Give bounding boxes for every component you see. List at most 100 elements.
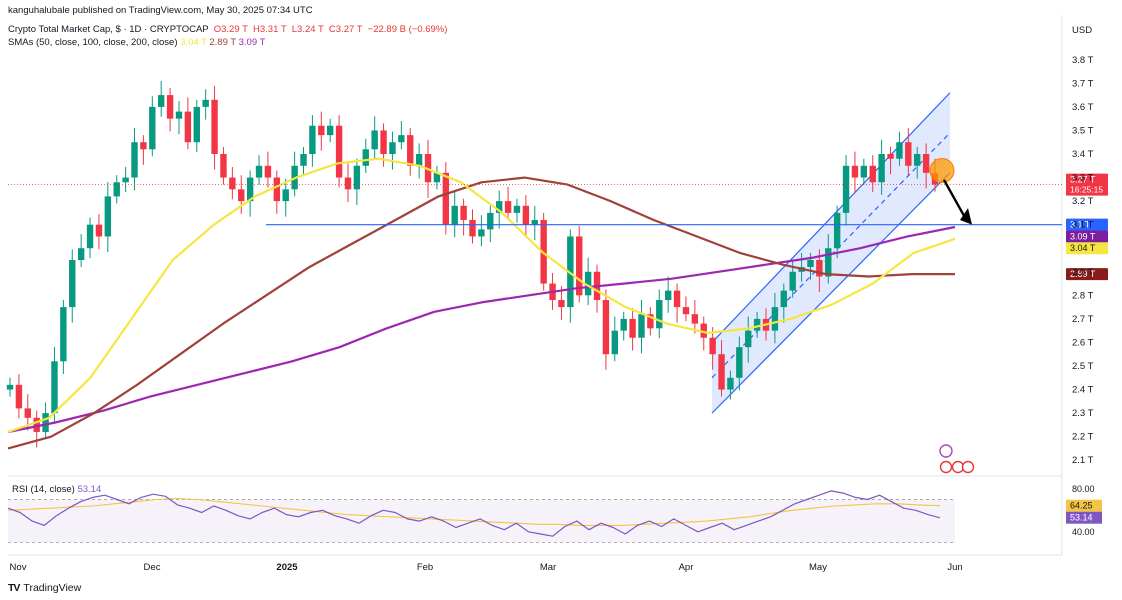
candle-body [851, 165, 859, 178]
y-tick-label: 2.1 T [1072, 455, 1094, 466]
rsi-ma-tag-bg [1066, 499, 1102, 512]
candle-body [175, 111, 183, 119]
sma100-price-label: 2.89 T [1070, 269, 1096, 279]
rsi-line [7, 490, 941, 537]
candle-body [753, 318, 761, 331]
candle-body [273, 177, 281, 202]
candle-body [558, 300, 565, 308]
candle-body [6, 384, 14, 390]
down-arrow-shaft [942, 179, 967, 219]
candle-body [353, 165, 361, 190]
candle-body [487, 212, 494, 230]
channel-lower-line [711, 172, 951, 414]
candle-body [42, 413, 49, 432]
candle-body [95, 224, 103, 237]
candle-body [860, 165, 868, 178]
candle-body [495, 201, 503, 213]
candle-body [451, 205, 458, 225]
candle-body [77, 248, 85, 260]
candle-body [140, 142, 147, 150]
support-price-label-bg [1066, 218, 1108, 231]
candle-body [166, 95, 174, 119]
y-tick-label: 2.4 T [1072, 385, 1094, 396]
candle-body [255, 165, 263, 178]
rsi-value-legend: 53.14 [77, 484, 102, 495]
candle-body [184, 111, 192, 143]
candle-body [709, 337, 716, 355]
sma100-legend-value: 2.89 T [209, 37, 236, 48]
us-event-flag-icon[interactable] [961, 460, 975, 474]
candle-body [629, 318, 636, 338]
sma50-price-label: 3.04 T [1070, 243, 1096, 253]
candle-body [380, 130, 387, 154]
candle-body [398, 135, 405, 143]
candle-body [24, 408, 31, 418]
publisher-line: kanguhalubale published on TradingView.c… [8, 5, 313, 16]
candle-body [469, 219, 476, 237]
y-tick-label: 3.8 T [1072, 55, 1094, 66]
sma200-price-label-bg [1066, 230, 1108, 243]
candle-body [264, 165, 272, 178]
ohlc-values: O3.29 T H3.31 T L3.24 T C3.27 T −22.89 B… [213, 24, 448, 35]
candle-body [825, 248, 832, 277]
y-tick-label: 3.5 T [1072, 125, 1094, 136]
candle-body [211, 99, 218, 154]
candle-body [407, 135, 414, 166]
x-tick-label: Feb [417, 562, 433, 573]
candle-body [869, 165, 876, 183]
candle-body [504, 201, 512, 213]
candle-body [371, 130, 378, 150]
y-tick-label: 2.9 T [1072, 267, 1094, 278]
candle-body [700, 323, 707, 338]
candle-body [113, 182, 120, 197]
flash-event-icon[interactable] [939, 444, 953, 458]
sma-legend[interactable]: SMAs (50, close, 100, close, 200, close)… [8, 37, 265, 49]
candle-body [638, 314, 645, 338]
candle-body [584, 271, 592, 296]
tradingview-logo-icon: TV [8, 582, 20, 594]
candle-body [86, 224, 94, 249]
candle-body [33, 417, 40, 432]
candle-body [780, 290, 787, 308]
rsi-tick-80: 80.00 [1072, 484, 1095, 494]
candle-body [647, 314, 654, 329]
channel-mid-line [711, 132, 951, 379]
symbol-legend[interactable]: Crypto Total Market Cap, $ · 1D · CRYPTO… [8, 24, 447, 36]
us-event-flag-icon[interactable] [939, 460, 953, 474]
y-tick-label: 3.2 T [1072, 196, 1094, 207]
candle-body [842, 165, 850, 213]
rsi-tick-40: 40.00 [1072, 527, 1095, 537]
candle-body [104, 196, 112, 237]
candle-body [611, 330, 619, 355]
candle-body [335, 125, 343, 178]
tradingview-brand[interactable]: TV TradingView [8, 582, 81, 594]
candle-body [602, 300, 610, 355]
sma50-legend-value: 3.04 T [180, 37, 207, 48]
candle-body [309, 125, 316, 154]
y-tick-label: 3.7 T [1072, 78, 1094, 89]
candle-body [922, 154, 930, 173]
rsi-label: RSI (14, close) [12, 484, 75, 495]
candle-body [682, 307, 690, 315]
y-tick-label: 2.6 T [1072, 337, 1094, 348]
candle-body [131, 142, 138, 178]
candle-body [816, 260, 823, 277]
candle-body [60, 307, 67, 362]
down-arrow-head [960, 208, 972, 225]
rsi-legend[interactable]: RSI (14, close) 53.14 [12, 484, 101, 495]
channel-upper-line [711, 92, 951, 343]
candle-body [193, 106, 200, 143]
sma50-line [7, 157, 956, 434]
candle-body [229, 177, 236, 190]
y-tick-label: 2.8 T [1072, 290, 1094, 301]
x-tick-label: Dec [144, 562, 161, 573]
candle-body [69, 260, 76, 308]
sma-legend-label: SMAs (50, close, 100, close, 200, close) [8, 37, 178, 48]
rsi-value-tag: 53.14 [1070, 513, 1093, 523]
y-tick-label: 2.2 T [1072, 432, 1094, 443]
candle-body [344, 177, 352, 190]
candle-body [691, 314, 699, 324]
candle-body [326, 125, 334, 136]
